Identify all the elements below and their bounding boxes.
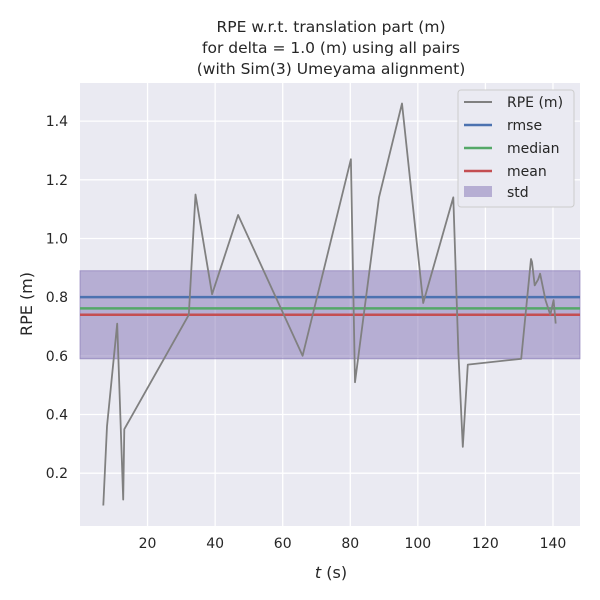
y-tick-labels: 0.2 0.4 0.6 0.8 1.0 1.2 1.4 — [46, 114, 68, 482]
y-tick-label: 0.6 — [46, 349, 68, 365]
legend-swatch-std — [464, 186, 492, 197]
x-tick-label: 60 — [274, 536, 292, 552]
x-axis-label-variable: t — [315, 563, 322, 582]
stat-lines-layer — [80, 295, 580, 317]
legend-box — [457, 89, 575, 208]
chart-title-line-2: for delta = 1.0 (m) using all pairs — [202, 39, 460, 57]
x-tick-label: 100 — [404, 536, 431, 552]
legend-label-rmse: rmse — [507, 118, 542, 134]
x-tick-labels: 20 40 60 80 100 120 140 — [139, 536, 567, 552]
legend: RPE (m) rmse median mean std — [457, 89, 575, 208]
x-axis-label: t (s) — [315, 563, 347, 582]
x-tick-label: 40 — [206, 536, 224, 552]
y-tick-label: 0.4 — [46, 408, 68, 424]
rpe-series-line — [102, 102, 557, 506]
legend-label-rpe: RPE (m) — [507, 95, 563, 111]
x-tick-label: 80 — [341, 536, 359, 552]
y-tick-label: 1.0 — [46, 231, 68, 247]
legend-label-mean: mean — [507, 164, 547, 180]
chart-title-line-3: (with Sim(3) Umeyama alignment) — [197, 60, 466, 78]
x-tick-label: 140 — [540, 536, 567, 552]
x-tick-label: 120 — [472, 536, 499, 552]
x-axis-label-unit: (s) — [321, 563, 347, 582]
y-axis-label: RPE (m) — [17, 272, 36, 336]
legend-label-std: std — [507, 185, 529, 201]
legend-label-median: median — [507, 141, 559, 157]
y-tick-label: 0.2 — [46, 466, 68, 482]
series-layer — [102, 102, 557, 506]
y-tick-label: 0.8 — [46, 290, 68, 306]
chart-title-line-1: RPE w.r.t. translation part (m) — [216, 18, 445, 36]
x-tick-label: 20 — [139, 536, 157, 552]
y-tick-label: 1.4 — [46, 114, 68, 130]
y-tick-label: 1.2 — [46, 173, 68, 189]
